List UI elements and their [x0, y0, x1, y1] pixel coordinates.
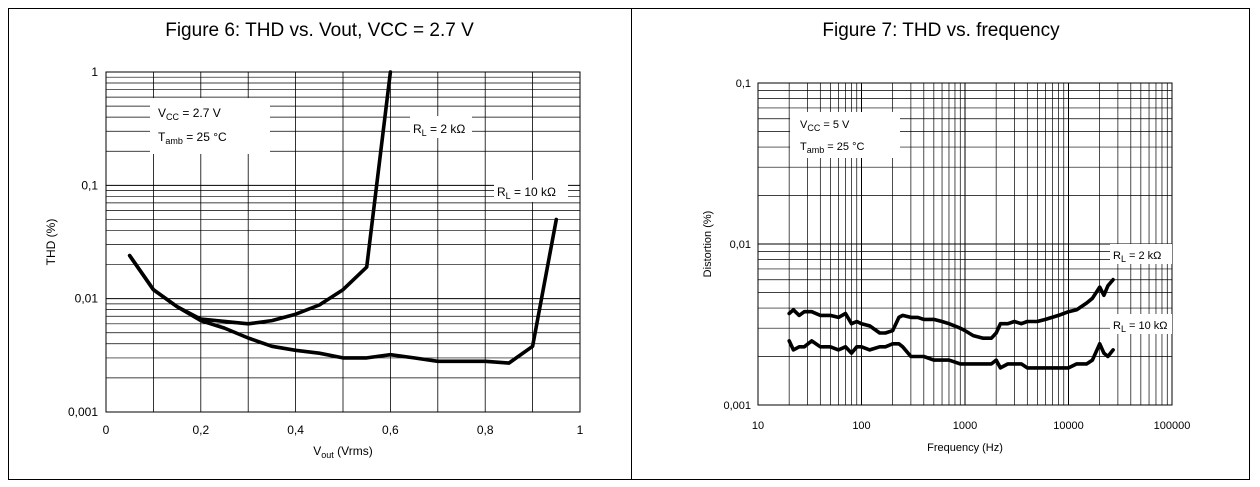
figure-divider [631, 8, 632, 480]
figure-7-title: Figure 7: THD vs. frequency [822, 20, 1060, 41]
figure-6-title: Figure 6: THD vs. Vout, VCC = 2.7 V [165, 20, 474, 41]
figure-frame [8, 8, 1250, 480]
